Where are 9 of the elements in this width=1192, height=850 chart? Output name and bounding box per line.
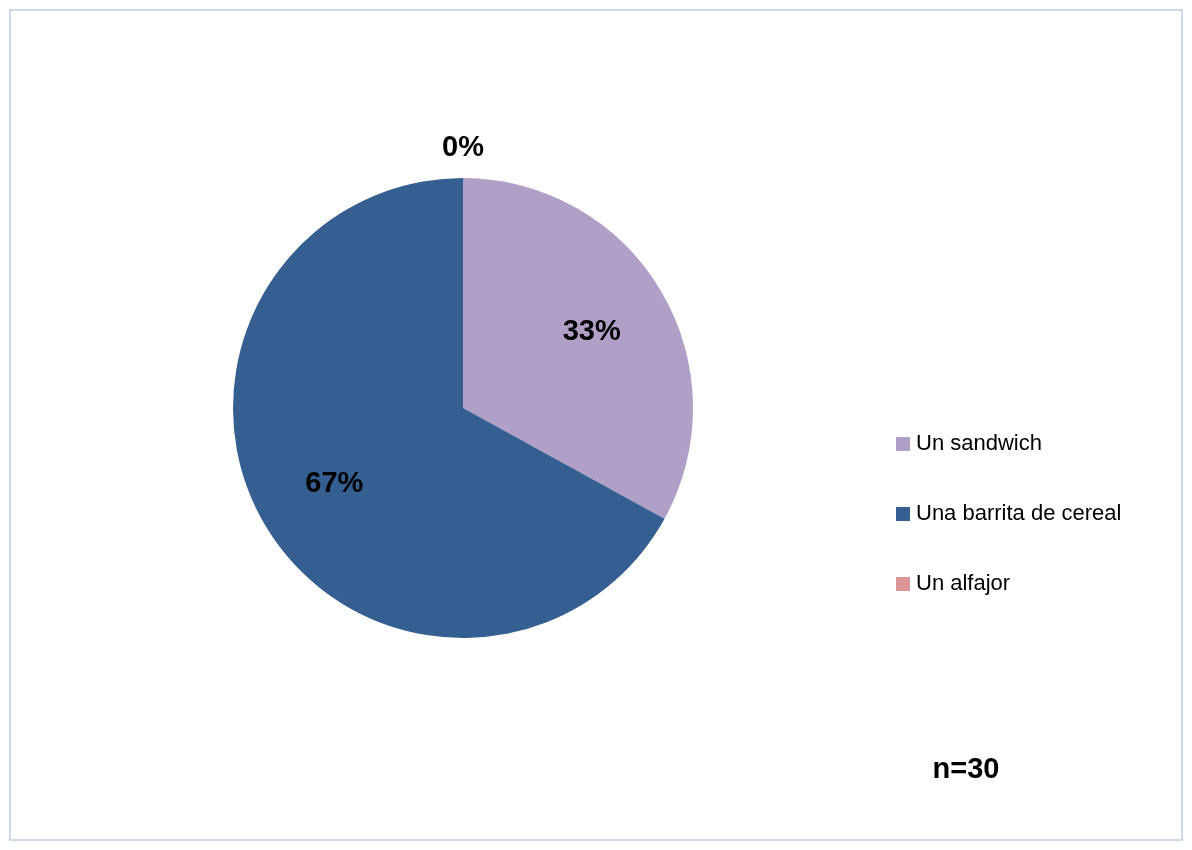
text: 0% [442,129,484,162]
text: n=30 [932,751,1000,784]
data-label: 67% [305,465,364,498]
pie-slice [233,178,665,638]
data-label: 33% [562,313,621,346]
pie-slice [463,178,693,519]
legend-label: Un sandwich [916,429,1042,455]
legend-label: Una barrita de cereal [916,499,1122,525]
legend-label: Un alfajor [916,569,1011,595]
